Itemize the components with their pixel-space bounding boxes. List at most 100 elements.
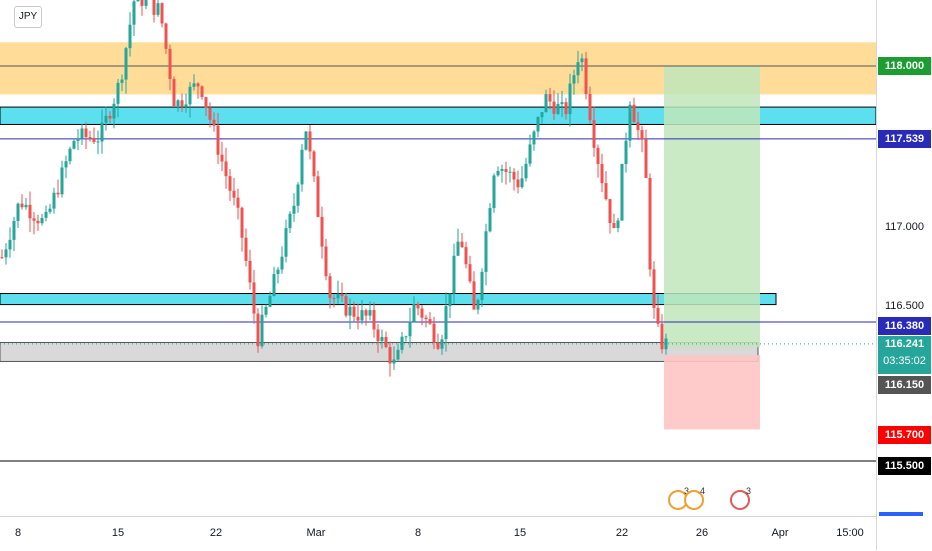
candle-body — [392, 359, 396, 364]
price-tag-value: 116.241 — [884, 338, 925, 350]
candle-body — [4, 249, 8, 258]
candle-body — [24, 204, 28, 208]
candle-body — [212, 119, 216, 126]
candle-body — [248, 260, 252, 283]
candle-body — [296, 184, 300, 206]
candle-body — [640, 130, 644, 140]
time-label: 22 — [209, 527, 223, 539]
candle-body — [236, 197, 240, 208]
candle-body — [516, 179, 520, 188]
price-chart[interactable]: 3 4 3 — [0, 0, 876, 516]
earnings-event-icon[interactable]: 3 — [668, 486, 689, 510]
candle-body — [200, 86, 204, 98]
currency-button[interactable]: JPY — [14, 6, 42, 28]
earnings-event-icon[interactable]: 3 — [730, 486, 751, 510]
candle-body — [456, 241, 460, 256]
price-tag-value: 116.150 — [884, 379, 925, 391]
candle-body — [124, 48, 128, 80]
candle-body — [556, 104, 560, 114]
candle-body — [548, 94, 552, 102]
price-tag: 115.700 — [878, 426, 931, 444]
candle-body — [116, 82, 120, 104]
candle-body — [324, 246, 328, 277]
candle-body — [8, 239, 12, 250]
candle-body — [96, 141, 100, 143]
candle-body — [600, 163, 604, 184]
price-tag: 116.380 — [878, 317, 931, 335]
candle-body — [240, 207, 244, 238]
candle-body — [36, 220, 40, 224]
candle-body — [496, 170, 500, 176]
candle-body — [432, 323, 436, 343]
candle-body — [224, 161, 228, 177]
candle-body — [180, 100, 184, 107]
candle-body — [540, 112, 544, 118]
time-label: 8 — [414, 527, 422, 539]
candle-body — [144, 0, 148, 6]
support-zone — [0, 342, 759, 362]
candle-body — [112, 103, 116, 119]
candle-body — [220, 154, 224, 162]
price-axis[interactable]: 117.000 116.500 118.000 117.539 116.380 116… — [876, 0, 932, 550]
candle-body — [76, 138, 80, 141]
candle-body — [252, 282, 256, 314]
candle-body — [336, 294, 340, 299]
candle-body — [368, 310, 372, 316]
time-label: Mar — [306, 527, 326, 539]
candle-body — [348, 306, 352, 316]
candle-body — [152, 0, 156, 15]
candle-body — [64, 161, 68, 168]
candle-body — [476, 299, 480, 310]
candle-body — [412, 303, 416, 322]
candle-body — [352, 306, 356, 317]
candle-body — [500, 169, 504, 171]
candle-body — [204, 97, 208, 108]
candle-body — [100, 122, 104, 142]
earnings-event-icon[interactable]: 4 — [684, 486, 705, 510]
candle-body — [596, 147, 600, 164]
candle-body — [468, 264, 472, 282]
candle-body — [648, 177, 652, 270]
candle-body — [452, 255, 456, 294]
candle-body — [480, 271, 484, 300]
candle-body — [196, 83, 200, 87]
candle-body — [504, 169, 508, 172]
event-count: 3 — [746, 486, 751, 496]
candle-body — [184, 104, 188, 107]
price-tag-value: 118.000 — [884, 60, 925, 72]
time-label: 22 — [615, 527, 629, 539]
candle-body — [492, 175, 496, 209]
time-label: Apr — [771, 527, 789, 539]
candle-body — [168, 48, 172, 80]
price-tag: 116.241 03:35:02 — [878, 336, 931, 374]
time-label: 15 — [111, 527, 125, 539]
candle-body — [92, 138, 96, 143]
candle-body — [272, 274, 276, 296]
candle-body — [580, 58, 584, 63]
stop-zone — [664, 355, 760, 430]
candle-body — [300, 149, 304, 185]
candle-body — [320, 216, 324, 247]
price-tag-value: 117.539 — [884, 133, 925, 145]
candle-body — [244, 237, 248, 261]
chart-pane[interactable]: 3 4 3 JPY — [0, 0, 876, 516]
cyan-zone-lower — [0, 293, 777, 306]
candle-body — [604, 183, 608, 200]
price-label: 116.500 — [885, 300, 924, 312]
candle-body — [188, 86, 192, 105]
candle-body — [160, 3, 164, 24]
candle-body — [256, 313, 260, 347]
price-tag-value: 115.500 — [884, 460, 925, 472]
candle-body — [528, 144, 532, 164]
event-count: 3 — [684, 486, 689, 496]
candle-body — [636, 122, 640, 131]
time-label: 15:00 — [836, 527, 864, 539]
price-tag-value: 116.380 — [884, 320, 925, 332]
price-tag: 118.000 — [878, 57, 931, 75]
price-label: 117.000 — [885, 221, 924, 233]
candle-body — [328, 276, 332, 299]
candle-body — [84, 128, 88, 138]
time-axis[interactable]: 8 15 22 Mar 8 15 22 26 Apr 15:00 — [0, 516, 876, 551]
candle-body — [628, 104, 632, 141]
candle-body — [624, 140, 628, 164]
